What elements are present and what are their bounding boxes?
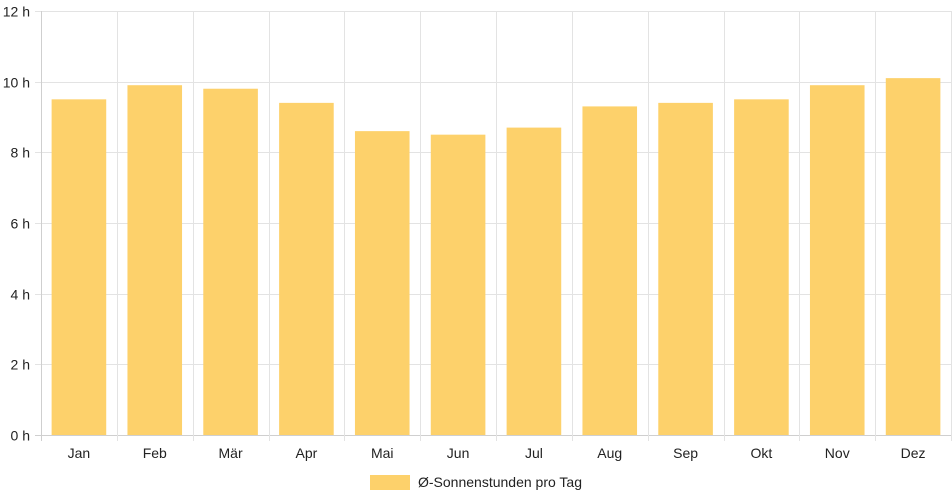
y-tick-label: 0 h (11, 428, 30, 444)
legend-label[interactable]: Ø-Sonnenstunden pro Tag (418, 474, 582, 490)
bar[interactable] (809, 85, 865, 435)
bar[interactable] (127, 85, 183, 435)
y-tick-label: 4 h (11, 287, 30, 303)
x-tick-label: Nov (825, 445, 850, 461)
bars (51, 78, 941, 436)
bar[interactable] (430, 134, 486, 435)
x-tick-label: Sep (673, 445, 698, 461)
legend-swatch[interactable] (370, 475, 410, 490)
bar[interactable] (582, 106, 638, 436)
x-tick-label: Apr (296, 445, 318, 461)
bar[interactable] (354, 131, 410, 435)
legend[interactable]: Ø-Sonnenstunden pro Tag (370, 474, 582, 490)
y-tick-label: 2 h (11, 357, 30, 373)
bar[interactable] (506, 127, 562, 435)
x-tick-label: Aug (597, 445, 622, 461)
y-tick-label: 10 h (3, 75, 30, 91)
bar[interactable] (885, 78, 941, 435)
x-tick-label: Jan (68, 445, 91, 461)
y-tick-label: 8 h (11, 145, 30, 161)
y-tick-label: 6 h (11, 216, 30, 232)
y-axis-labels: 0 h 2 h 4 h 6 h 8 h 10 h 12 h (3, 4, 30, 444)
bar[interactable] (734, 99, 789, 435)
y-tick-label: 12 h (3, 4, 30, 20)
grid (35, 11, 952, 441)
x-axis-labels: Jan Feb Mär Apr Mai Jun Jul Aug Sep Okt Nov Dez (68, 445, 926, 461)
bar[interactable] (658, 102, 713, 435)
bar[interactable] (203, 88, 258, 435)
bar[interactable] (51, 99, 107, 435)
x-tick-label: Okt (751, 445, 773, 461)
x-tick-label: Mär (219, 445, 243, 461)
x-tick-label: Dez (901, 445, 926, 461)
x-tick-label: Jul (525, 445, 543, 461)
x-tick-label: Mai (371, 445, 394, 461)
x-tick-label: Jun (447, 445, 470, 461)
x-tick-label: Feb (143, 445, 167, 461)
bar[interactable] (279, 102, 334, 435)
